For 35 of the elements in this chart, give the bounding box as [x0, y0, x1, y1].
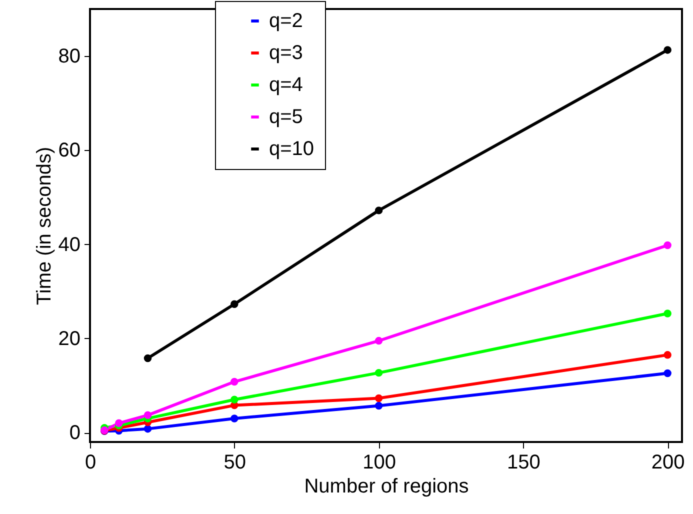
legend-label: q=10 [269, 138, 314, 160]
x-tick-label: 150 [506, 452, 540, 474]
point [374, 368, 383, 377]
legend-label: q=4 [269, 74, 303, 96]
y-tick-label: 40 [58, 234, 80, 256]
y-axis-title: Time (in seconds) [33, 146, 56, 306]
point [230, 396, 238, 404]
point [374, 336, 383, 345]
point [374, 206, 383, 214]
point [664, 310, 672, 318]
point [144, 411, 152, 420]
legend-label: q=5 [269, 106, 303, 128]
point [115, 419, 123, 428]
x-tick-label: 0 [84, 452, 96, 474]
y-tick-label: 60 [58, 140, 80, 162]
point [230, 378, 238, 386]
y-tick-label: 20 [58, 328, 80, 350]
point [664, 241, 672, 250]
point [144, 354, 152, 362]
legend-label: q=3 [269, 42, 303, 64]
x-axis-title: Number of regions [304, 476, 469, 498]
x-tick-label: 200 [651, 452, 685, 474]
y-tick-label: 0 [69, 422, 80, 444]
point [374, 394, 383, 402]
point [374, 402, 383, 410]
point [664, 46, 672, 54]
legend-label: q=2 [269, 10, 303, 32]
point [144, 424, 152, 433]
y-tick-label: 80 [58, 46, 80, 68]
x-tick-label: 100 [362, 452, 396, 474]
point [230, 300, 238, 308]
point [664, 351, 672, 359]
x-tick-label: 50 [224, 452, 246, 474]
point [230, 414, 238, 422]
point [664, 369, 672, 378]
